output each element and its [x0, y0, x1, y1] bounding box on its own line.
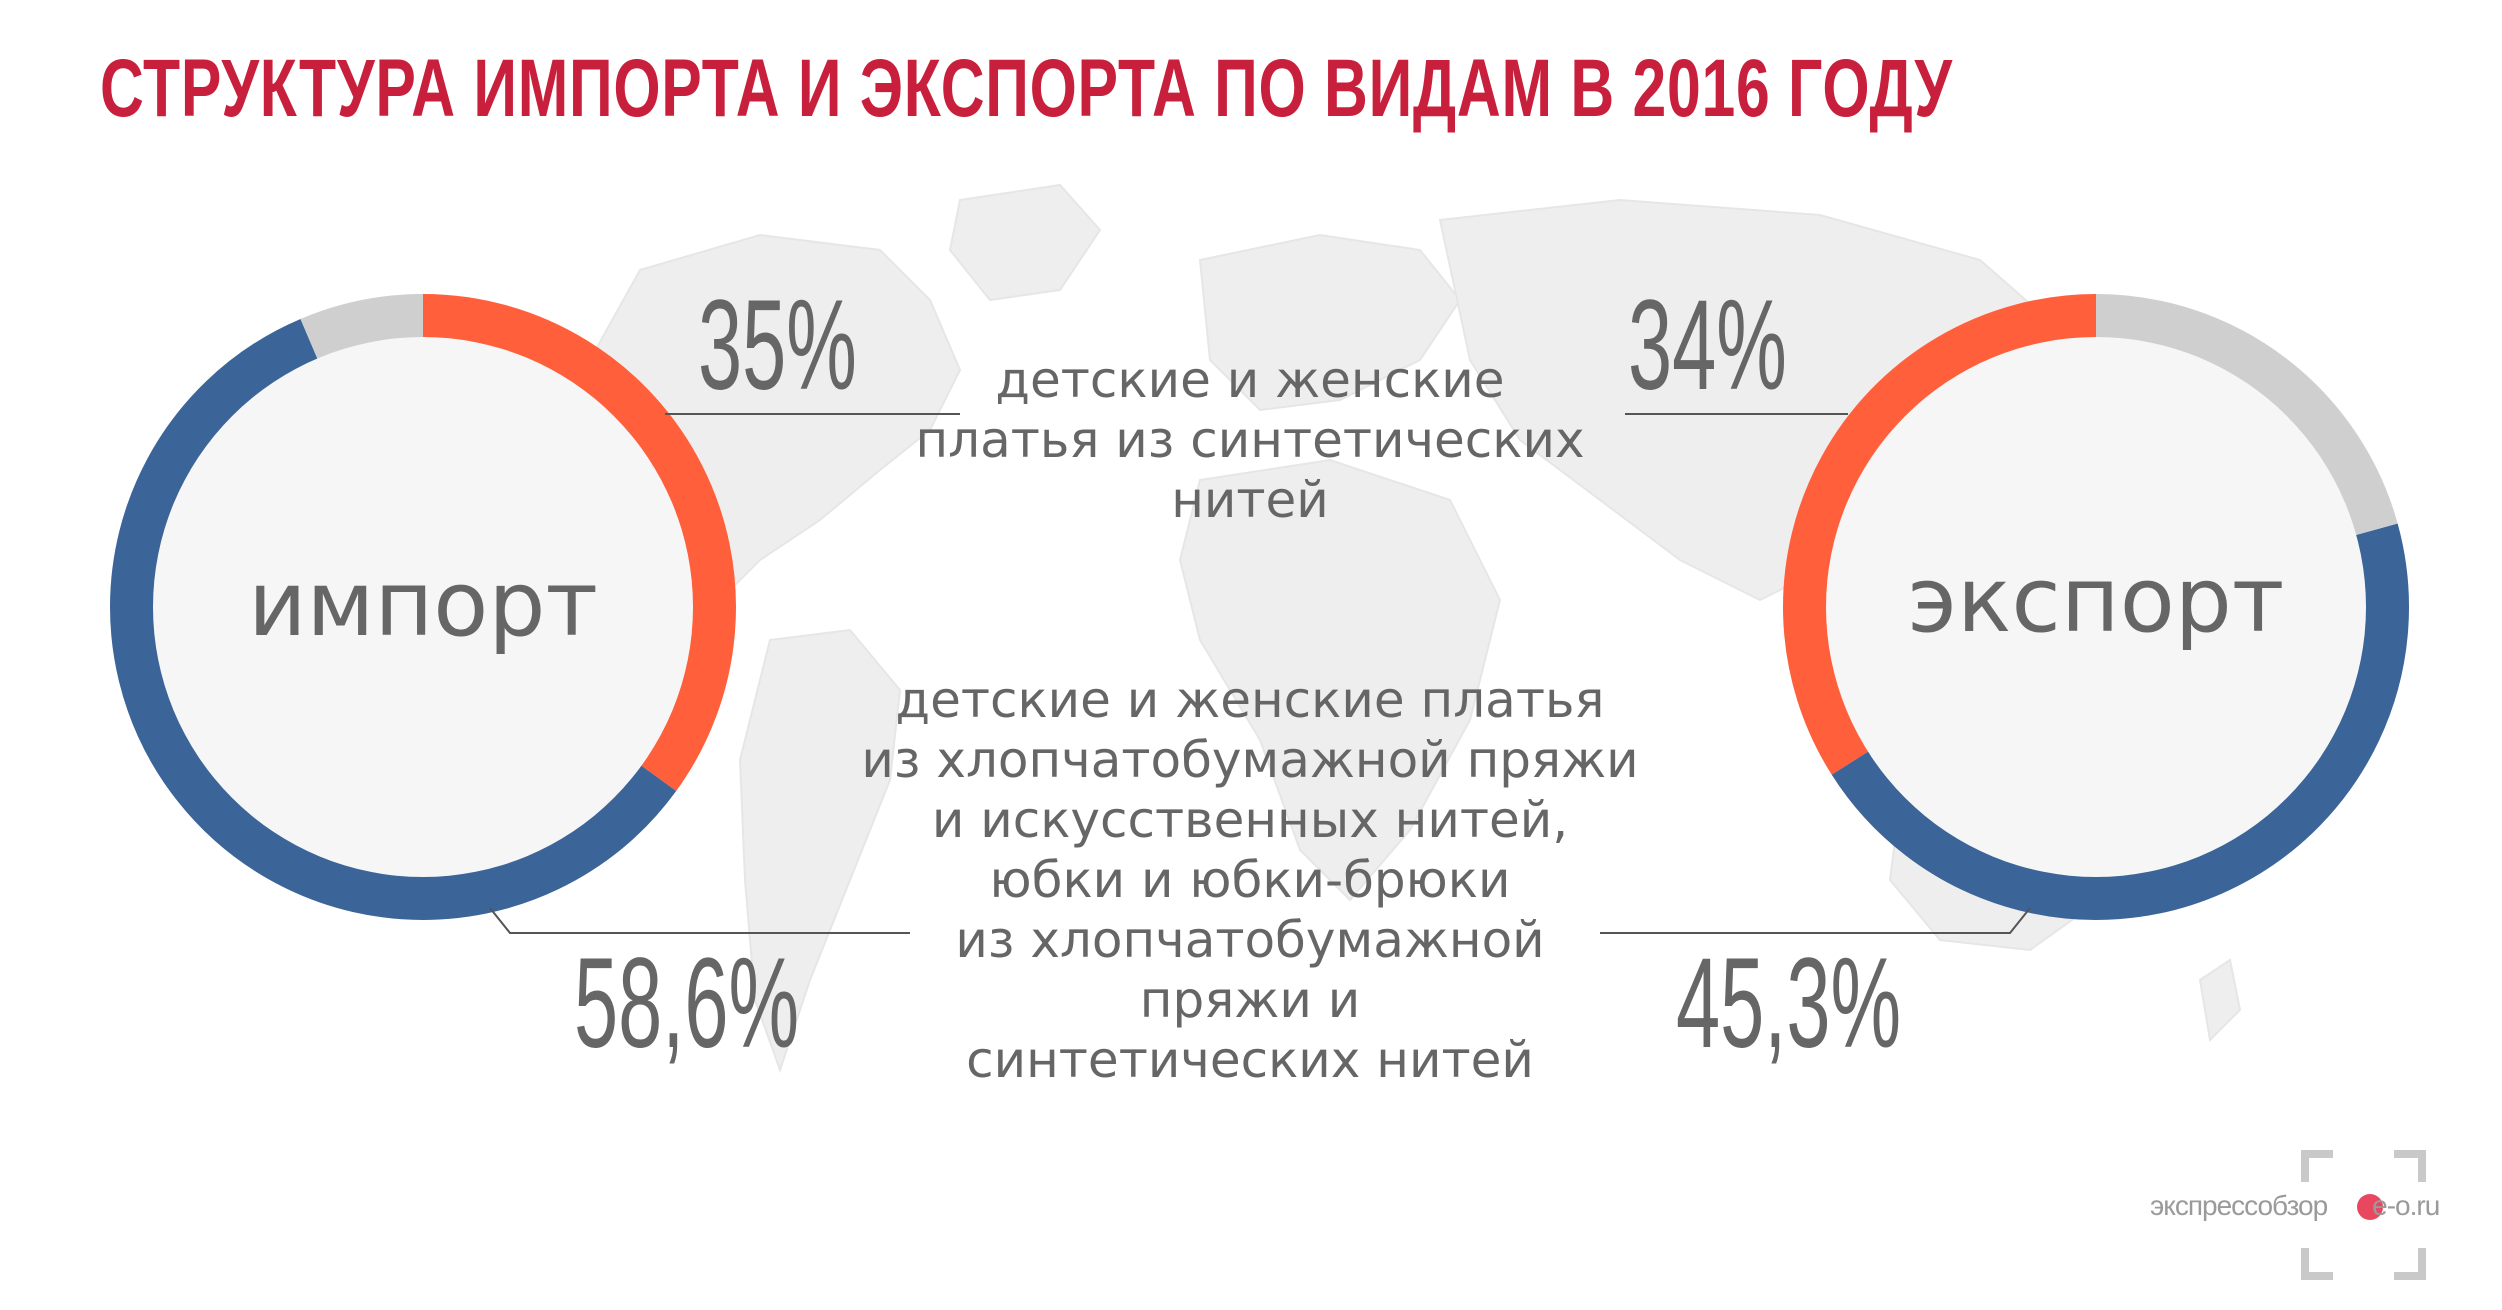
watermark-text: экспрессобзор — [2150, 1190, 2328, 1221]
export-slice-cotton — [1831, 523, 2409, 921]
import-cotton-leader-line — [489, 907, 910, 934]
watermark-domain: e-o.ru — [2372, 1190, 2440, 1221]
camera-frame-icon — [2301, 1150, 2426, 1280]
export-cotton-leader-line — [1600, 907, 2031, 934]
export-slice-other — [2095, 294, 2398, 536]
import-donut-center — [153, 337, 693, 877]
import-slice-cotton — [110, 318, 677, 920]
watermark: экспрессобзор e-o.ru — [2150, 1148, 2470, 1288]
export-slice-synthetic — [1783, 294, 2097, 775]
export-label: экспорт — [1907, 548, 2285, 653]
export-cotton-value: 45,3% — [1676, 932, 1902, 1075]
export-synthetic-value: 34% — [1628, 274, 1787, 417]
watermark-dot — [2357, 1194, 2383, 1220]
map-south-america — [738, 628, 902, 1074]
import-slice-synthetic — [422, 294, 736, 791]
map-europe — [1198, 233, 1462, 412]
import-slice-other — [300, 294, 424, 362]
map-africa — [1178, 458, 1502, 902]
import-synthetic-value: 35% — [698, 274, 857, 417]
page-title: СТРУКТУРА ИМПОРТА И ЭКСПОРТА ПО ВИДАМ В … — [100, 43, 1953, 134]
map-greenland — [948, 183, 1102, 302]
import-cotton-value: 58,6% — [574, 932, 800, 1075]
import-label: импорт — [248, 552, 598, 657]
map-new-zealand — [2198, 958, 2242, 1043]
synthetic-category-label: детские и женские платья из синтетически… — [915, 351, 1585, 529]
export-donut-center — [1826, 337, 2366, 877]
cotton-category-label: детские и женские платья из хлопчатобума… — [861, 671, 1639, 1089]
